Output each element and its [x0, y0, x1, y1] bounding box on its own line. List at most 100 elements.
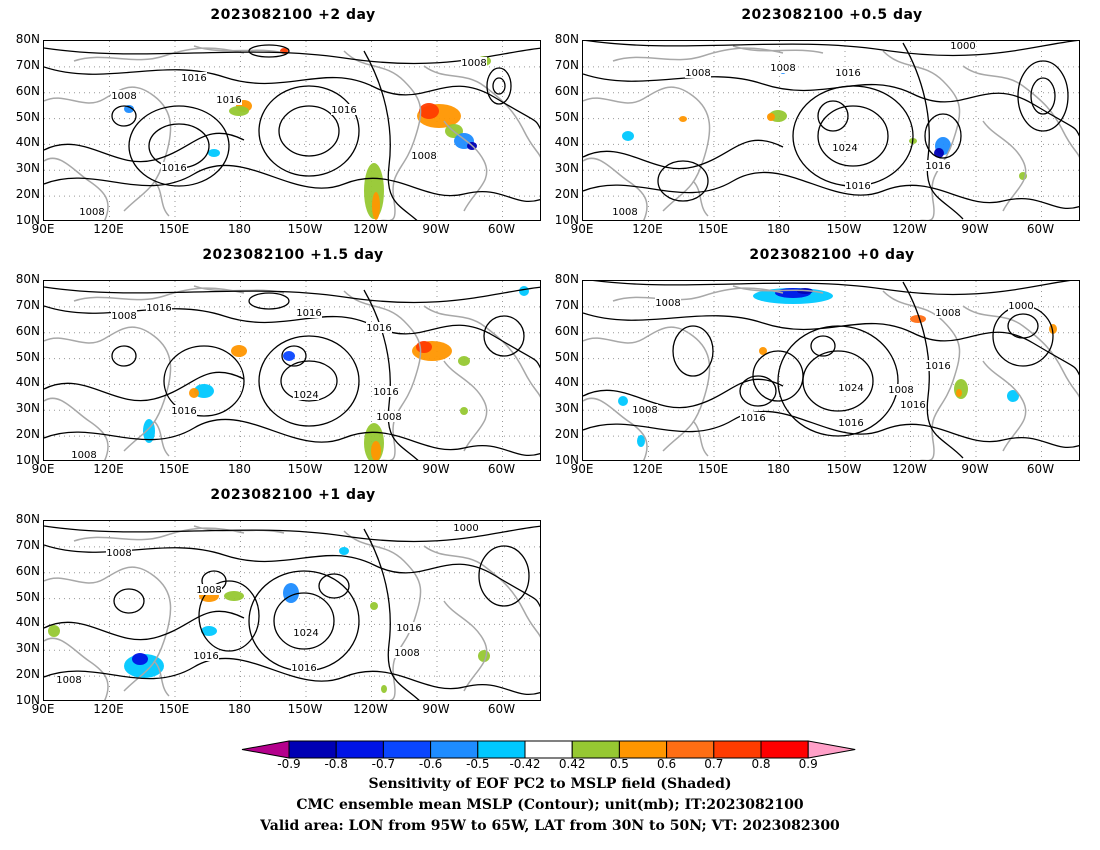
coastline — [73, 287, 245, 302]
coastline — [343, 50, 422, 220]
coastline — [982, 360, 1027, 452]
contour-label-bg — [888, 384, 914, 395]
contour-label-bg — [740, 412, 766, 423]
sensitivity-shading — [372, 192, 380, 220]
mslp-contour — [44, 286, 540, 304]
lat-label: 40N — [554, 135, 579, 150]
coastline — [423, 305, 540, 398]
mslp-contour — [583, 139, 784, 170]
mslp-contour — [44, 66, 540, 130]
lon-label: 60W — [487, 702, 516, 716]
mslp-contour — [44, 525, 540, 543]
colorbar-tick-label: -0.7 — [371, 757, 396, 771]
contour-label-bg — [111, 310, 137, 321]
panel-title-plus0-5: 2023082100 +0.5 day — [741, 7, 923, 23]
lon-label: 120W — [353, 222, 388, 236]
lon-label: 60W — [1026, 222, 1055, 236]
mslp-contour — [802, 350, 874, 412]
sensitivity-shading — [194, 384, 214, 398]
contour-label: 1016 — [366, 323, 391, 334]
sensitivity-shading — [339, 547, 349, 555]
mslp-contour — [44, 544, 540, 608]
colorbar-segment — [430, 740, 479, 759]
mslp-contour — [583, 410, 1079, 449]
sensitivity-shading — [759, 347, 767, 355]
colorbar-tick-label: -0.5 — [466, 757, 490, 771]
contour-label-bg — [171, 405, 197, 416]
contour-label-bg — [146, 302, 172, 313]
contour-label-bg — [832, 142, 858, 153]
mslp-contour — [281, 345, 307, 367]
lon-label: 90W — [422, 702, 450, 716]
contour-label-bg — [632, 404, 658, 415]
contour-label-bg — [293, 389, 319, 400]
sensitivity-shading — [224, 591, 244, 601]
lat-label: 80N — [554, 32, 579, 46]
sensitivity-shading — [124, 105, 134, 113]
contour-label: 1008 — [79, 207, 104, 218]
sensitivity-shading — [460, 407, 468, 415]
contour-label: 1016 — [193, 651, 218, 662]
mslp-contour — [111, 105, 137, 127]
mslp-contour — [583, 73, 1079, 137]
contour-label-bg — [373, 386, 399, 397]
colorbar-segment — [618, 740, 668, 759]
contour-label-bg — [56, 674, 82, 685]
mslp-contour — [1007, 313, 1039, 339]
sensitivity-shading — [956, 389, 962, 397]
lat-label: 20N — [554, 427, 579, 442]
lon-label: 120W — [353, 462, 388, 476]
colorbar-below-triangle — [241, 740, 290, 759]
mslp-contour — [817, 105, 889, 167]
sensitivity-shading — [618, 396, 628, 406]
mslp-contour — [258, 335, 360, 427]
mslp-contour — [248, 44, 290, 58]
lat-label: 30N — [15, 161, 40, 176]
mslp-contour — [148, 123, 210, 169]
contour-label-bg — [366, 322, 392, 333]
panel-title-plus1: 2023082100 +1 day — [210, 487, 376, 503]
lat-label: 60N — [15, 563, 40, 578]
contour-label-bg — [950, 41, 976, 51]
mslp-contour — [44, 610, 245, 641]
contour-label: 1008 — [111, 91, 136, 102]
colorbar-tick-label: 0.5 — [609, 757, 629, 771]
lon-label: 180 — [228, 222, 251, 236]
colorbar-tick-label: 0.42 — [558, 757, 586, 771]
coastline — [73, 47, 245, 62]
colorbar-segment — [760, 740, 809, 759]
contour-label: 1008 — [935, 308, 960, 319]
coastline — [732, 285, 824, 294]
mslp-contour — [198, 580, 260, 652]
mslp-contour — [44, 657, 540, 696]
contour-label-bg — [612, 206, 638, 217]
caption-line-3: Valid area: LON from 95W to 65W, LAT fro… — [260, 818, 840, 834]
lat-label: 30N — [15, 641, 40, 656]
lon-label: 90E — [570, 462, 594, 476]
lat-label: 50N — [554, 109, 579, 124]
mslp-contour — [492, 77, 506, 95]
sensitivity-shading — [419, 103, 439, 119]
lon-label: 180 — [767, 462, 790, 476]
sensitivity-shading — [622, 131, 634, 141]
mslp-contour — [792, 85, 914, 187]
colorbar-tick-label: -0.9 — [277, 757, 301, 771]
mslp-contour — [248, 570, 360, 672]
colorbar-segment — [524, 740, 573, 759]
caption-line-1: Sensitivity of EOF PC2 to MSLP field (Sh… — [368, 776, 732, 792]
mslp-contour — [810, 335, 836, 357]
mslp-contour — [585, 41, 1079, 57]
map-panel-plus2: 1016 1008 1016 1016 1016 1008 1008 1008 — [43, 40, 541, 221]
lon-label: 150W — [287, 702, 323, 716]
mslp-contour — [483, 315, 525, 357]
contour-label: 1016 — [161, 163, 186, 174]
coastline — [423, 545, 540, 638]
mslp-contour — [163, 345, 245, 417]
mslp-contour — [672, 325, 714, 377]
panel-title-plus1-5: 2023082100 +1.5 day — [202, 247, 384, 263]
lon-label: 120W — [353, 702, 388, 716]
sensitivity-shading — [208, 149, 220, 157]
lon-label: 90E — [570, 222, 594, 236]
lon-label: 90E — [31, 702, 55, 716]
mslp-contour — [902, 281, 964, 459]
